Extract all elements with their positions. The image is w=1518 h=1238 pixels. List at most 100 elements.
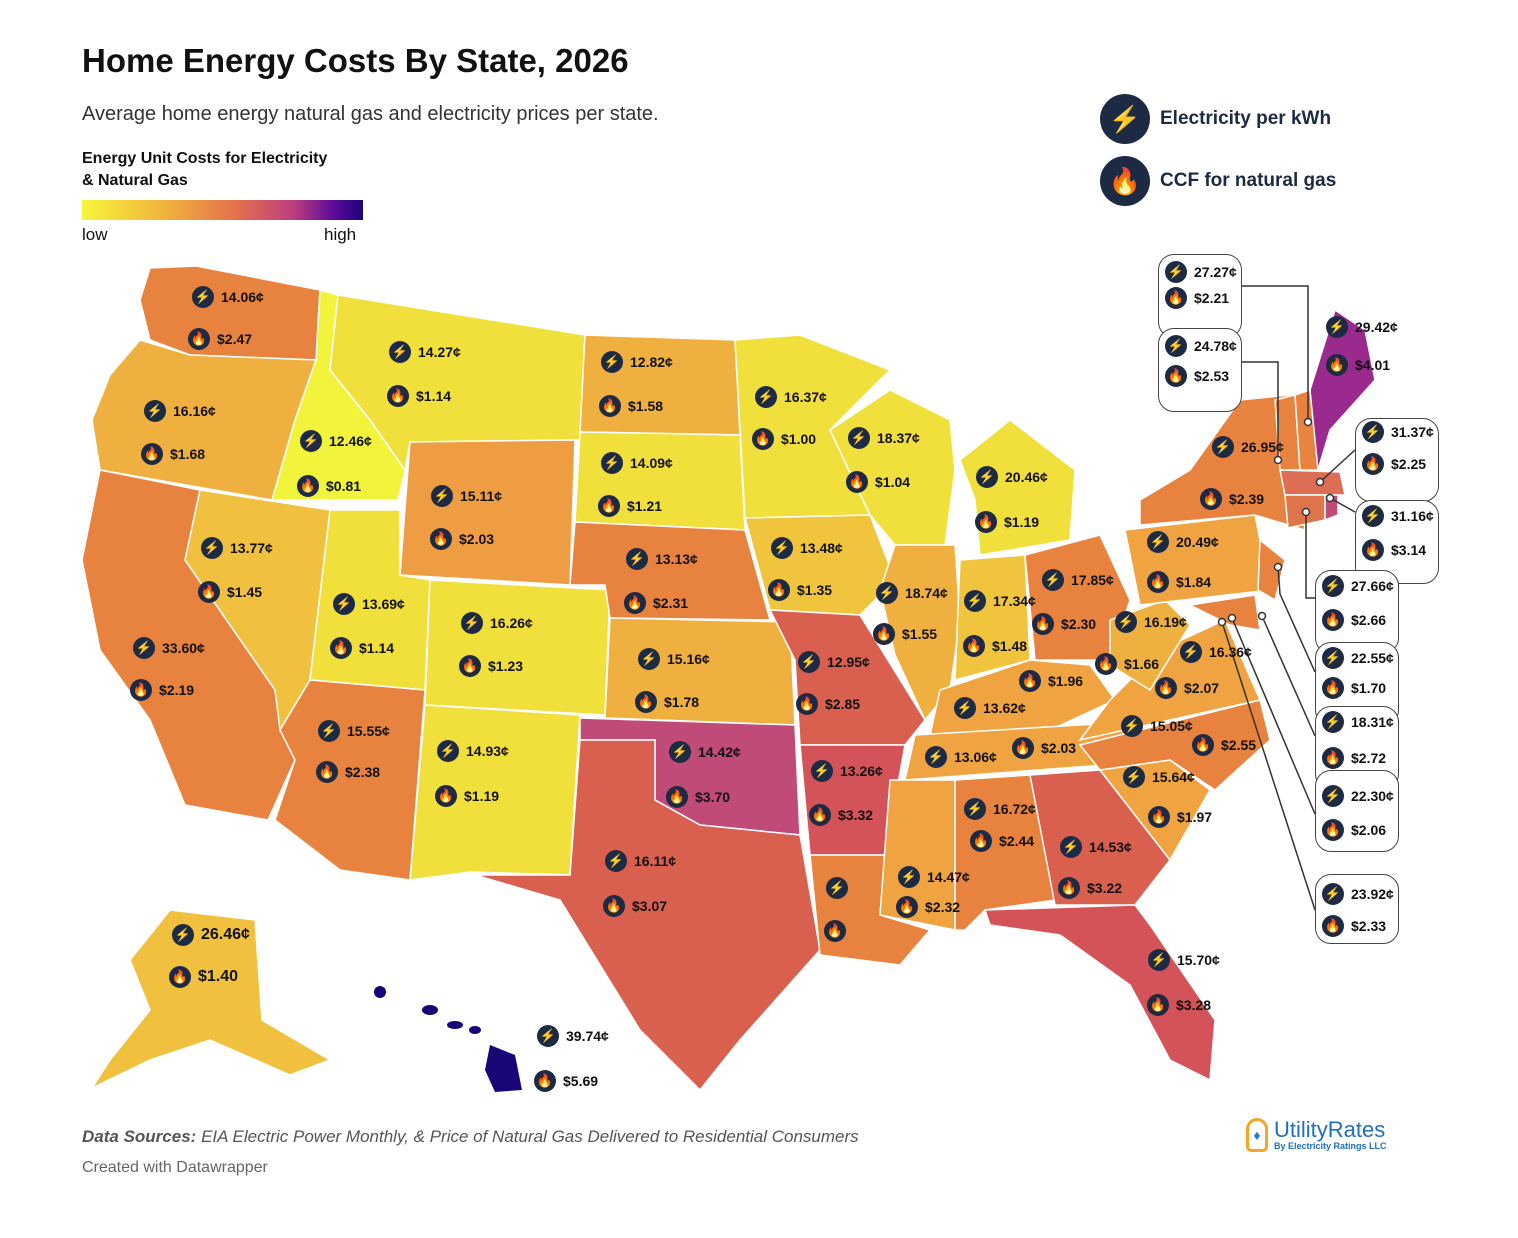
data-sources: Data Sources: EIA Electric Power Monthly… — [82, 1127, 859, 1147]
flame-icon: 🔥 — [169, 966, 191, 988]
state-label-co-elec: ⚡ 16.26¢ — [461, 612, 533, 634]
lightning-bolt-icon: ⚡ — [1362, 505, 1384, 527]
flame-icon: 🔥 — [297, 475, 319, 497]
flame-icon: 🔥 — [1148, 806, 1170, 828]
data-sources-text: EIA Electric Power Monthly, & Price of N… — [201, 1127, 859, 1146]
state-label-wa-elec: ⚡ 14.06¢ — [192, 286, 264, 308]
callout-dc-gas: 🔥 $2.33 — [1322, 915, 1386, 937]
state-label-wy-elec: ⚡ 15.11¢ — [431, 485, 502, 507]
state-label-in-elec: ⚡ 17.34¢ — [964, 590, 1036, 612]
lightning-bolt-icon: ⚡ — [437, 740, 459, 762]
flame-icon: 🔥 — [1100, 156, 1150, 206]
state-fl[interactable] — [983, 904, 1216, 1082]
state-in[interactable] — [954, 554, 1031, 681]
callout-nj-gas: 🔥 $1.70 — [1322, 677, 1386, 699]
flame-icon: 🔥 — [598, 495, 620, 517]
state-label-ia-elec: ⚡ 13.48¢ — [771, 537, 843, 559]
lightning-bolt-icon: ⚡ — [1060, 836, 1082, 858]
lightning-bolt-icon: ⚡ — [605, 850, 627, 872]
state-label-id-gas: 🔥 $0.81 — [297, 475, 361, 497]
callout-connectors — [1221, 285, 1356, 911]
flame-icon: 🔥 — [624, 592, 646, 614]
state-ma[interactable] — [1279, 469, 1346, 496]
flame-icon: 🔥 — [435, 785, 457, 807]
state-nj[interactable] — [1257, 538, 1286, 602]
lightning-bolt-icon: ⚡ — [1212, 436, 1234, 458]
flame-icon: 🔥 — [1322, 747, 1344, 769]
flame-icon: 🔥 — [1165, 287, 1187, 309]
state-label-or-elec: ⚡ 16.16¢ — [144, 400, 216, 422]
state-label-nm-gas: 🔥 $1.19 — [435, 785, 499, 807]
state-label-ms-gas: 🔥 $2.32 — [896, 896, 960, 918]
lightning-bolt-icon: ⚡ — [1322, 883, 1344, 905]
state-label-ga-gas: 🔥 $3.22 — [1058, 877, 1122, 899]
callout-vt: ⚡ 27.27¢ 🔥 $2.21 — [1158, 254, 1242, 338]
state-nd[interactable] — [579, 334, 741, 436]
callout-ma-gas: 🔥 $2.25 — [1362, 453, 1426, 475]
state-label-oh-gas: 🔥 $2.30 — [1032, 613, 1096, 635]
state-label-tn-elec: ⚡ 13.06¢ — [925, 746, 997, 768]
lightning-bolt-icon: ⚡ — [1165, 261, 1187, 283]
state-hi[interactable] — [374, 986, 522, 1092]
state-co[interactable] — [424, 579, 611, 716]
flame-icon: 🔥 — [1326, 354, 1348, 376]
flame-icon: 🔥 — [666, 786, 688, 808]
lightning-bolt-icon: ⚡ — [431, 485, 453, 507]
state-label-fl-gas: 🔥 $3.28 — [1147, 994, 1211, 1016]
state-me[interactable] — [1309, 308, 1376, 471]
state-label-az-elec: ⚡ 15.55¢ — [318, 720, 390, 742]
lightning-bolt-icon: ⚡ — [333, 593, 355, 615]
flame-icon: 🔥 — [809, 804, 831, 826]
state-label-tx-elec: ⚡ 16.11¢ — [605, 850, 676, 872]
flame-icon: 🔥 — [316, 761, 338, 783]
lightning-bolt-icon: ⚡ — [192, 286, 214, 308]
state-label-wv-gas: 🔥 $1.66 — [1095, 653, 1159, 675]
flame-icon: 🔥 — [459, 655, 481, 677]
state-ak[interactable] — [89, 909, 332, 1090]
flame-icon: 🔥 — [963, 635, 985, 657]
flame-icon: 🔥 — [330, 637, 352, 659]
state-label-ne-gas: 🔥 $2.31 — [624, 592, 688, 614]
callout-ct-elec: ⚡ 27.66¢ — [1322, 575, 1394, 597]
flame-icon: 🔥 — [970, 830, 992, 852]
state-nh[interactable] — [1294, 388, 1321, 471]
state-tx[interactable] — [474, 739, 821, 1092]
state-az[interactable] — [274, 679, 426, 881]
brand-logo[interactable]: ♦ UtilityRates By Electricity Ratings LL… — [1246, 1118, 1387, 1152]
lightning-bolt-icon: ⚡ — [1322, 647, 1344, 669]
state-label-ak-elec: ⚡ 26.46¢ — [172, 924, 250, 946]
state-label-nd-elec: ⚡ 12.82¢ — [601, 351, 673, 373]
lightning-bolt-icon: ⚡ — [1148, 949, 1170, 971]
lightning-bolt-icon: ⚡ — [848, 427, 870, 449]
flame-icon: 🔥 — [198, 581, 220, 603]
state-label-hi-gas: 🔥 $5.69 — [534, 1070, 598, 1092]
state-md[interactable] — [1187, 594, 1261, 631]
state-label-ne-elec: ⚡ 13.13¢ — [626, 548, 698, 570]
state-ks[interactable] — [604, 617, 796, 726]
state-label-pa-elec: ⚡ 20.49¢ — [1147, 531, 1219, 553]
state-label-mt-elec: ⚡ 14.27¢ — [389, 341, 461, 363]
state-label-hi-elec: ⚡ 39.74¢ — [537, 1025, 609, 1047]
state-label-ca-gas: 🔥 $2.19 — [130, 679, 194, 701]
lightning-bolt-icon: ⚡ — [133, 637, 155, 659]
legend-electricity-label: Electricity per kWh — [1160, 108, 1332, 129]
lightning-bolt-icon: ⚡ — [318, 720, 340, 742]
state-label-wv-elec: ⚡ 16.19¢ — [1115, 611, 1187, 633]
lightning-bolt-icon: ⚡ — [638, 648, 660, 670]
state-label-mi-gas: 🔥 $1.19 — [975, 511, 1039, 533]
legend-electricity: ⚡ Electricity per kWh — [1100, 94, 1331, 144]
state-ga[interactable] — [1029, 769, 1171, 906]
flame-icon: 🔥 — [603, 895, 625, 917]
callout-md-elec: ⚡ 22.30¢ — [1322, 785, 1394, 807]
flame-icon: 🔥 — [430, 528, 452, 550]
state-label-la-elec: ⚡ — [826, 877, 855, 899]
color-scale-title: Energy Unit Costs for Electricity & Natu… — [82, 150, 328, 189]
state-label-pa-gas: 🔥 $1.84 — [1147, 571, 1211, 593]
callout-md: ⚡ 22.30¢ 🔥 $2.06 — [1315, 770, 1399, 852]
state-wy[interactable] — [399, 439, 576, 586]
callout-nj-elec: ⚡ 22.55¢ — [1322, 647, 1394, 669]
lightning-bolt-icon: ⚡ — [389, 341, 411, 363]
lightning-bolt-icon: ⚡ — [601, 452, 623, 474]
lightning-bolt-icon: ⚡ — [669, 741, 691, 763]
